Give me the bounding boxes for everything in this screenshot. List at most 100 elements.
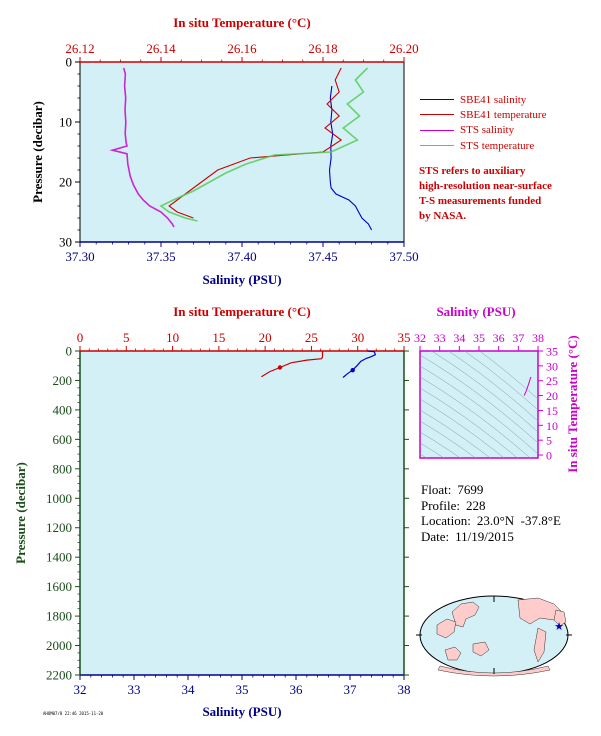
bottom-pressure-axis-title: Pressure (decibar) xyxy=(13,462,28,564)
ts-curve xyxy=(523,376,532,396)
tick-label: 37.30 xyxy=(65,249,94,264)
tick-label: 35 xyxy=(398,330,411,345)
temperature-marker xyxy=(277,365,283,370)
tick-label: 25 xyxy=(546,374,558,388)
tick-label: 32 xyxy=(414,331,426,345)
top-pressure-axis-title: Pressure (decibar) xyxy=(30,101,45,203)
tick-label: 1800 xyxy=(46,609,72,624)
bottom-plot-area xyxy=(79,350,405,676)
legend-swatch xyxy=(420,129,454,131)
tick-label: 37 xyxy=(344,682,358,697)
date-value: 11/19/2015 xyxy=(455,528,514,544)
legend-item-sbe41-temperature: SBE41 temperature xyxy=(420,107,546,122)
tick-label: 33 xyxy=(434,331,446,345)
tick-label: 5 xyxy=(546,434,552,448)
date-label: Date: xyxy=(421,528,450,544)
density-contour xyxy=(420,354,538,444)
tick-label: 35 xyxy=(546,345,558,359)
note-line: by NASA. xyxy=(419,210,467,222)
ts-salinity-axis-title: Salinity (PSU) xyxy=(436,304,515,319)
density-contour xyxy=(431,351,538,433)
note-line: T-S measurements funded xyxy=(419,195,542,207)
note-line: high-resolution near-surface xyxy=(419,180,552,192)
bottom-panel: 0 5 10 15 20 25 30 35 32 33 34 35 36 37 38 0 200 400 600 80… xyxy=(13,304,411,719)
tick-label: 0 xyxy=(77,330,84,345)
float-value: 7699 xyxy=(457,482,484,497)
tick-label: 37.45 xyxy=(308,249,337,264)
density-contour xyxy=(420,431,461,458)
tick-label: 30 xyxy=(546,359,558,373)
legend-item-sts-temperature: STS temperature xyxy=(420,138,546,153)
tick-label: 5 xyxy=(123,330,130,345)
density-contour xyxy=(420,387,518,458)
legend-item-sts-salinity: STS salinity xyxy=(420,123,546,138)
tick-label: 10 xyxy=(59,115,72,130)
ts-density-contours xyxy=(420,351,538,458)
float-row: Float: 7699 xyxy=(421,482,561,498)
tick-label: 30 xyxy=(59,235,72,250)
density-contour xyxy=(420,365,538,455)
legend-label: STS salinity xyxy=(460,124,515,137)
float-location-star-icon: ★ xyxy=(554,621,564,633)
tick-label: 36 xyxy=(493,331,505,345)
salinity-profile-line xyxy=(342,350,377,378)
tick-label: 20 xyxy=(259,330,272,345)
top-ticks: 26.12 26.14 26.16 26.18 26.20 37.30 37.35 37.40… xyxy=(59,41,419,264)
density-contour xyxy=(420,442,445,458)
tick-label: 30 xyxy=(351,330,364,345)
tick-label: 34 xyxy=(453,331,465,345)
tick-label: 26.18 xyxy=(308,41,337,56)
bottom-series xyxy=(261,350,377,378)
top-series xyxy=(109,67,373,231)
map-landmass xyxy=(436,618,457,639)
tick-label: 26.16 xyxy=(227,41,257,56)
map-landmass xyxy=(533,627,547,663)
tick-label: 600 xyxy=(53,432,73,447)
legend-item-sbe41-salinity: SBE41 salinity xyxy=(420,92,546,107)
density-contour xyxy=(479,351,538,400)
top-salinity-axis-title: Salinity (PSU) xyxy=(202,272,281,287)
density-contour xyxy=(420,409,491,458)
legend-label: SBE41 temperature xyxy=(460,108,547,121)
tick-label: 26.12 xyxy=(65,41,94,56)
tick-label: 38 xyxy=(398,682,411,697)
tick-label: 37.35 xyxy=(146,249,175,264)
tick-label: 26.14 xyxy=(146,41,176,56)
top-panel: 26.12 26.14 26.16 26.18 26.20 37.30 37.35 37.40… xyxy=(30,15,419,287)
density-contour xyxy=(420,398,505,458)
world-map: ★ xyxy=(416,595,572,677)
footer-stamp: AHOM07/8 22:46 2015-11-20 xyxy=(43,711,104,716)
tick-label: 400 xyxy=(53,402,73,417)
density-contour xyxy=(448,351,538,422)
tick-label: 1600 xyxy=(46,579,72,594)
tick-label: 2200 xyxy=(46,668,72,683)
tick-label: 20 xyxy=(59,175,72,190)
note-line: STS refers to auxiliary xyxy=(419,165,526,177)
tick-label: 800 xyxy=(53,461,73,476)
legend-label: SBE41 salinity xyxy=(460,93,527,106)
profile-value: 228 xyxy=(466,497,486,513)
date-row: Date: 11/19/2015 xyxy=(421,529,561,545)
map-landmass xyxy=(437,665,551,677)
location-label: Location: xyxy=(421,513,471,528)
tick-label: 25 xyxy=(305,330,318,345)
tick-label: 20 xyxy=(546,389,558,403)
map-landmass xyxy=(553,609,567,627)
tick-label: 200 xyxy=(53,373,73,388)
sbe41-salinity-line xyxy=(328,85,373,231)
tick-label: 10 xyxy=(546,419,558,433)
tick-label: 0 xyxy=(66,344,73,359)
tick-label: 38 xyxy=(532,331,544,345)
tick-label: 10 xyxy=(166,330,179,345)
float-label: Float: xyxy=(421,482,452,497)
tick-label: 0 xyxy=(66,55,73,70)
tick-label: 1000 xyxy=(46,491,72,506)
bottom-salinity-axis-title: Salinity (PSU) xyxy=(202,704,281,719)
ts-plot-area xyxy=(419,350,539,459)
salinity-marker xyxy=(350,367,355,373)
map-landmass xyxy=(451,601,480,628)
tick-label: 35 xyxy=(473,331,485,345)
